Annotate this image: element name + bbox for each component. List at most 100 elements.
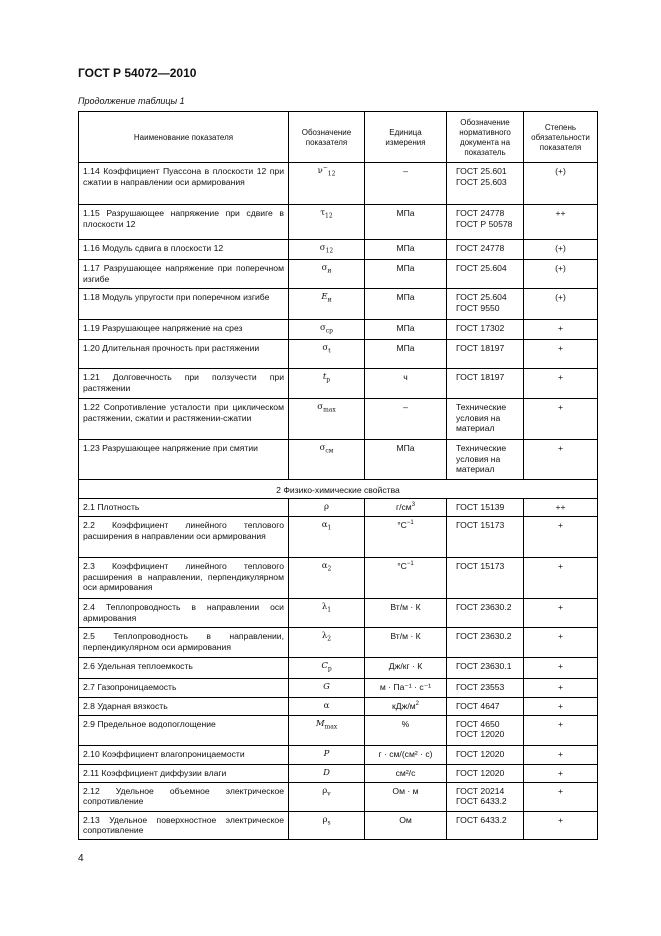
normative-document: ГОСТ 4647 [456,700,500,711]
normative-document: ГОСТ 6433.2 [456,796,507,807]
normative-documents: ГОСТ 4650 ГОСТ 12020 [446,714,524,746]
indicator-symbol: Cр [288,657,365,679]
normative-document: ГОСТ 23553 [456,681,505,692]
table-row: 2.5 Теплопроводность в направлении, перп… [78,627,598,659]
symbol-subscript: max [323,407,336,415]
indicator-symbol: Eи [288,288,365,321]
normative-documents: ГОСТ 23630.2 [446,598,524,629]
normative-document: ГОСТ 17302 [456,323,505,334]
normative-documents: ГОСТ 25.604 ГОСТ 9550 [446,288,524,321]
unit-text: МПа [396,323,415,334]
column-header-unit: Единица измерения [364,111,447,163]
normative-document: Технические условия на материал [456,443,507,475]
unit: – [364,162,447,205]
unit-text: кДж/м [392,700,416,711]
unit-text: °С [397,561,407,572]
unit: °С−1 [364,516,447,559]
requirement-level: ++ [523,498,598,518]
unit: МПа [364,288,447,321]
requirement-level: + [523,744,598,765]
symbol-base: σ [319,443,326,454]
normative-document: ГОСТ Р 50578 [456,218,513,229]
indicator-symbol: σt [288,339,365,370]
requirement-level: + [523,598,598,629]
normative-document: ГОСТ 15173 [456,520,505,531]
unit: Дж/кг · К [364,657,447,679]
table-row: 1.17 Разрушающее напряжение при поперечн… [78,259,598,290]
unit: м · Па⁻¹ · с⁻¹ [364,677,447,698]
symbol-base: M [315,718,325,729]
unit: ч [364,368,447,400]
symbol-base: σ [319,243,326,253]
section-title: 2 Физико-химические свойства [78,479,598,500]
requirement-level: + [523,439,598,481]
normative-documents: ГОСТ 18197 [446,339,524,370]
table-row: 2.3 Коэффициент линейного теплового расш… [78,557,598,600]
symbol-subscript: 12 [325,247,334,255]
requirement-level: + [523,398,598,441]
normative-document: ГОСТ 23630.2 [456,602,512,613]
normative-document: ГОСТ 25.604 [456,292,507,303]
indicator-name: 2.9 Предельное водопоглощение [78,714,289,746]
symbol-subscript: р [326,377,331,385]
indicator-name: 2.7 Газопроницаемость [78,677,289,698]
indicator-symbol: σ12 [288,238,365,261]
symbol-base: t [322,372,327,383]
indicator-name: 2.13 Удельное поверхностное электрическо… [78,810,289,840]
unit: г/см3 [364,498,447,518]
normative-documents: ГОСТ 25.604 [446,259,524,290]
normative-documents: ГОСТ 15173 [446,557,524,600]
indicator-name: 2.1 Плотность [78,498,289,518]
normative-documents: ГОСТ 23630.2 [446,627,524,659]
unit-text: г · см/(см² · с) [378,748,433,759]
table-row: 1.16 Модуль сдвига в плоскости 12 σ12 МПа Г… [78,238,598,261]
indicator-name: 2.12 Удельное объемное электрическое соп… [78,781,289,812]
unit-text: м · Па⁻¹ · с⁻¹ [379,681,432,692]
normative-documents: ГОСТ 15173 [446,516,524,559]
indicator-name: 2.2 Коэффициент линейного теплового расш… [78,516,289,559]
unit-text: % [401,718,410,729]
unit: Вт/м · К [364,598,447,629]
normative-document: ГОСТ 25.604 [456,263,507,274]
normative-document: ГОСТ 24778 [456,208,505,218]
normative-document: ГОСТ 4650 [456,718,500,729]
unit: МПа [364,339,447,370]
indicator-name: 2.10 Коэффициент влагопроницаемости [78,744,289,765]
column-header-document: Обозначение нормативного документа на по… [446,111,524,163]
table-row: 1.22 Сопротивление усталости при цикличе… [78,398,598,441]
normative-documents: ГОСТ 15139 [446,498,524,518]
symbol-base: P [323,748,330,759]
requirement-level: + [523,781,598,812]
unit-superscript: 2 [415,700,419,707]
normative-documents: ГОСТ 12020 [446,763,524,783]
normative-document: ГОСТ 12020 [456,767,505,778]
table-row: 2.4 Теплопроводность в направлении оси а… [78,598,598,629]
indicator-name: 2.5 Теплопроводность в направлении, перп… [78,627,289,659]
table-row: 1.23 Разрушающее напряжение при смятии σс… [78,439,598,481]
table-caption: Продолжение таблицы 1 [78,96,185,106]
normative-document: ГОСТ 15139 [456,502,505,513]
table-row: 2.2 Коэффициент линейного теплового расш… [78,516,598,559]
table-row: 2.8 Ударная вязкость α кДж/м2 ГОСТ 4647 + [78,696,598,716]
unit-text: ч [403,372,408,383]
indicator-name: 2.4 Теплопроводность в направлении оси а… [78,598,289,629]
requirement-level: + [523,368,598,400]
unit-text: °С [397,520,407,531]
table-header-row: Наименование показателя Обозначение пока… [78,111,598,163]
symbol-subscript: 2 [327,566,332,574]
indicator-name: 1.15 Разрушающее напряжение при сдвиге в… [78,204,289,240]
normative-documents: ГОСТ 12020 [446,744,524,765]
normative-document: ГОСТ 18197 [456,343,505,354]
requirement-level: + [523,627,598,659]
requirement-level: (+) [523,259,598,290]
unit-text: Ом · м [392,785,419,796]
table-row: 2.9 Предельное водопоглощение Mmax% ГОСТ 4… [78,714,598,746]
indicator-name: 1.23 Разрушающее напряжение при смятии [78,439,289,481]
indicator-symbol: ρs [288,810,365,840]
normative-documents: ГОСТ 24778 [446,238,524,261]
table-row: 1.21 Долговечность при ползучести при ра… [78,368,598,400]
normative-document: ГОСТ 23630.2 [456,631,512,642]
column-header-requirement: Степень обязательности показателя [523,111,598,163]
unit: Ом [364,810,447,840]
